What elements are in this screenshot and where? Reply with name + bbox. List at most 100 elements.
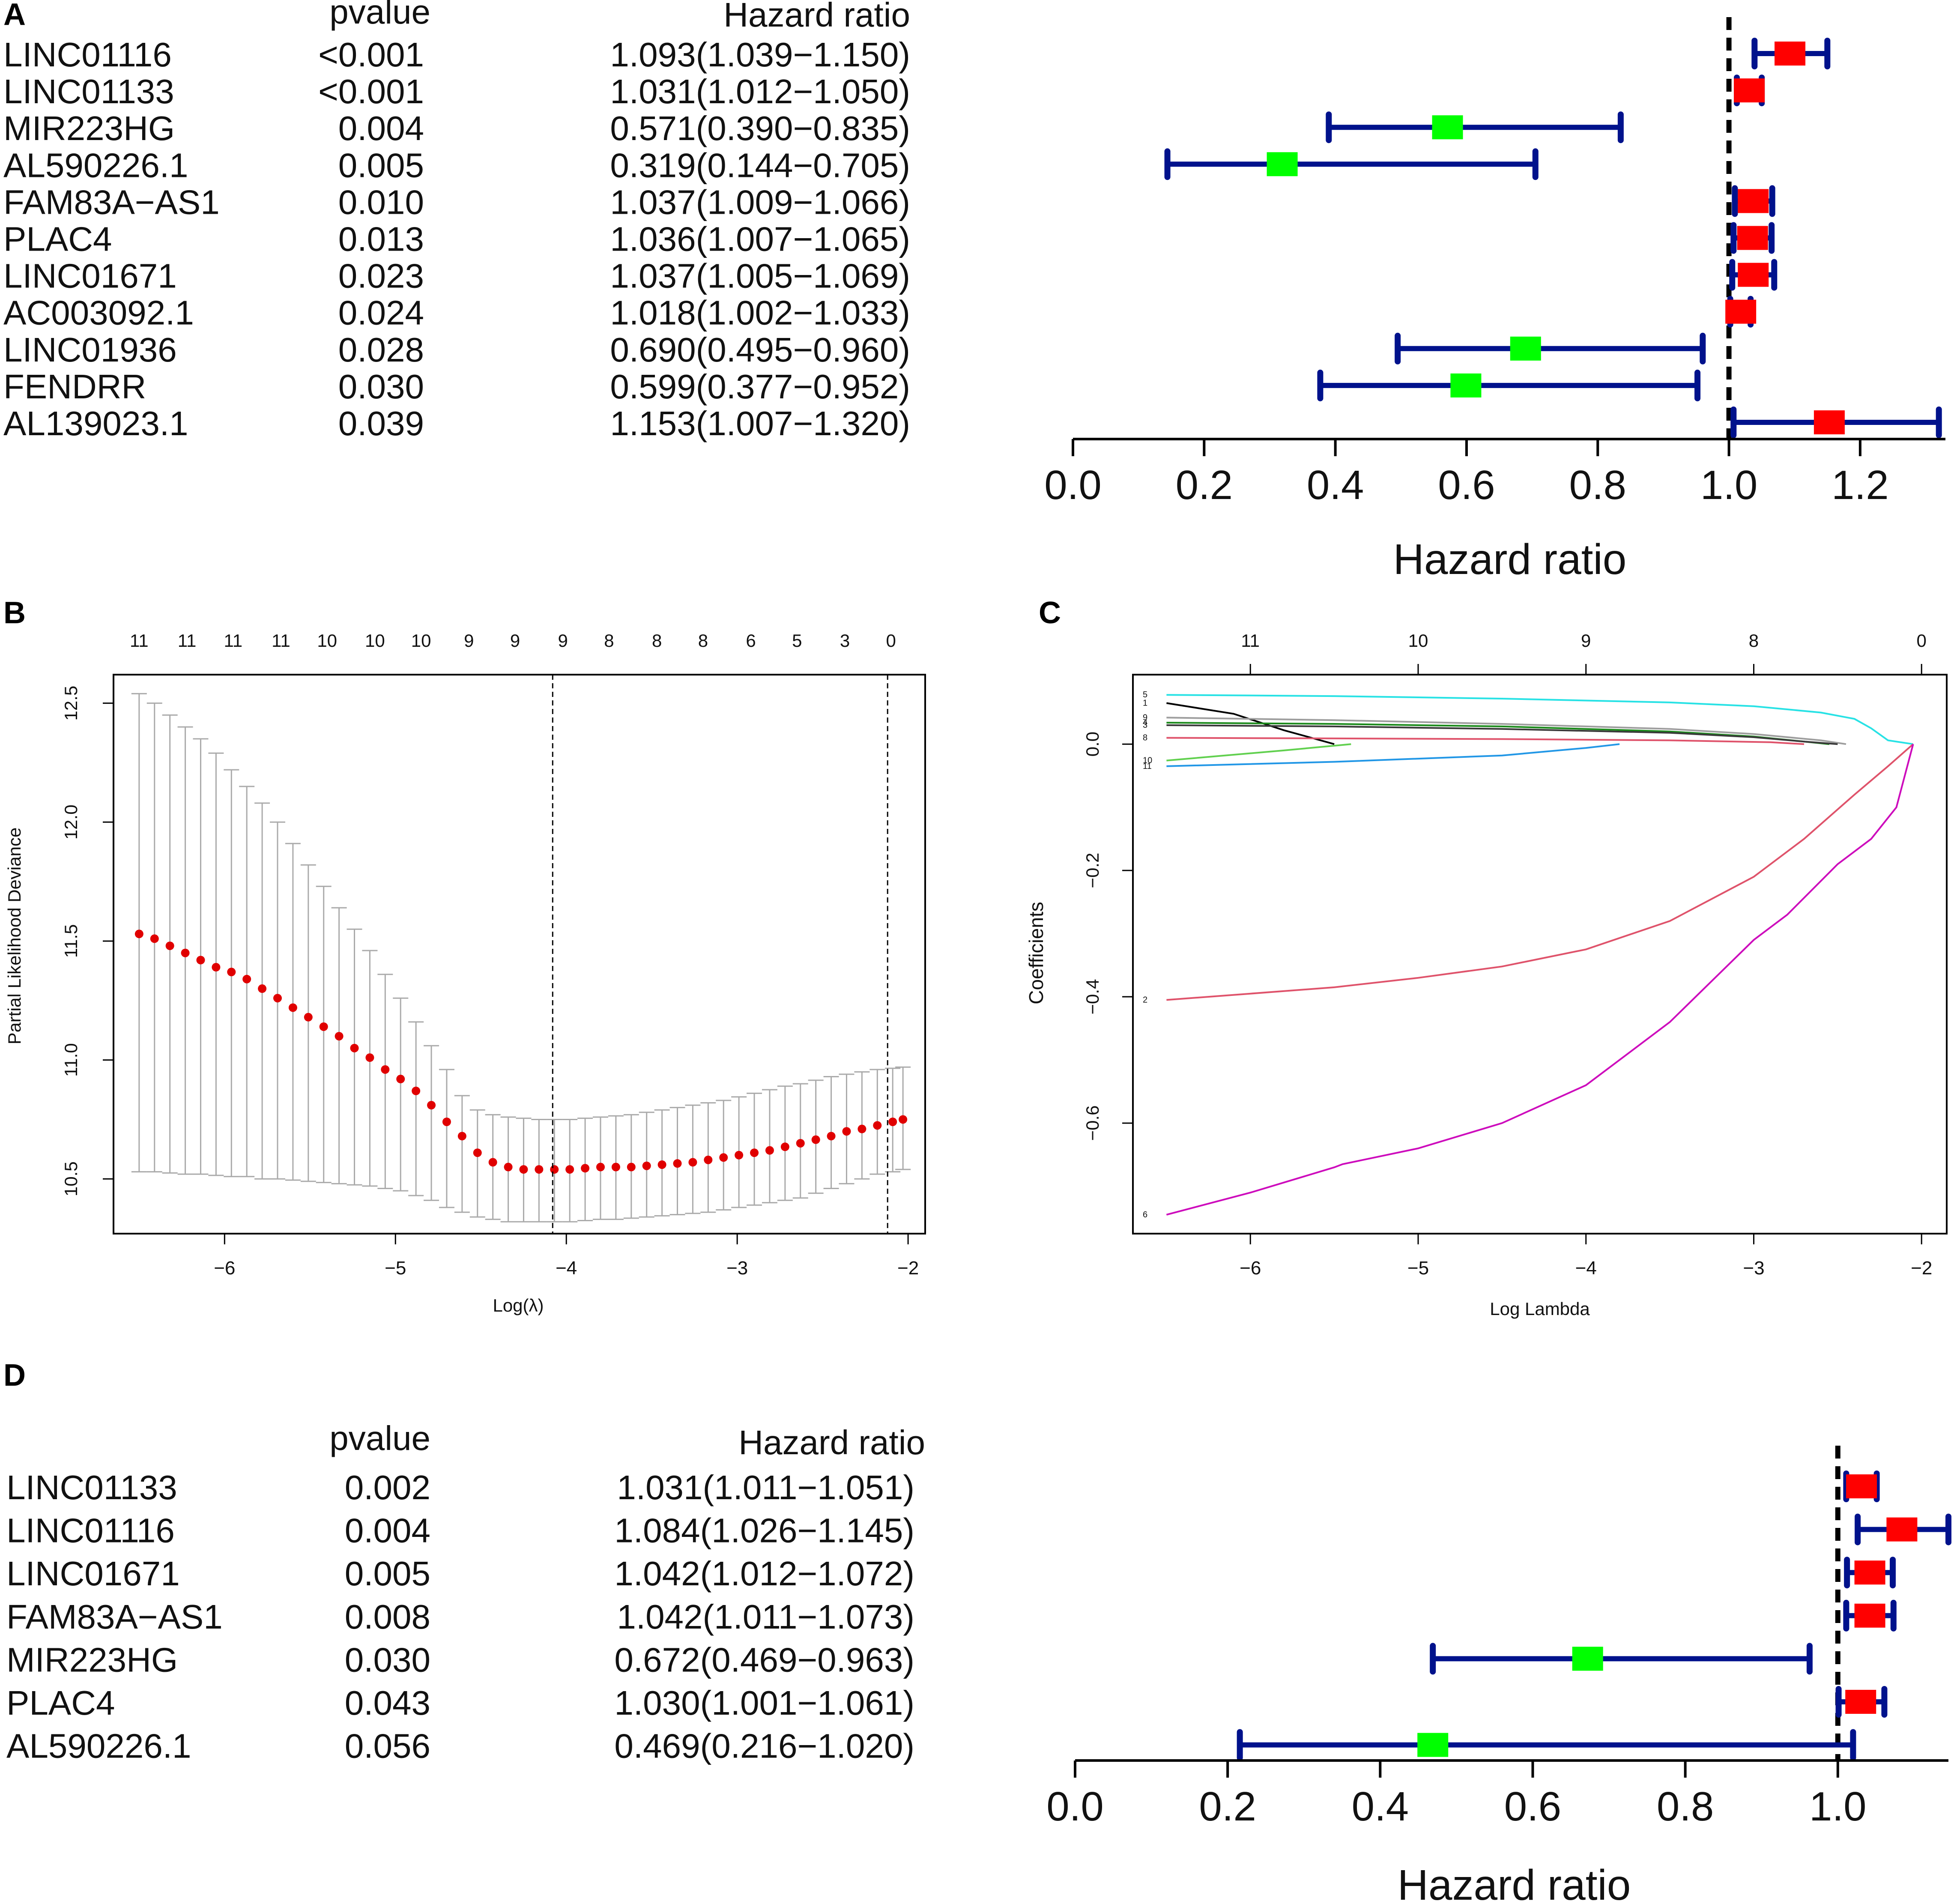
b-cv-point — [535, 1165, 544, 1174]
d-hr-box — [1845, 1690, 1876, 1714]
b-top-count-label: 11 — [178, 631, 197, 651]
b-top-count-label: 11 — [272, 631, 290, 651]
b-cv-point — [673, 1159, 682, 1168]
d-row-pvalue: 0.030 — [345, 1641, 430, 1679]
c-path-label: 5 — [1143, 690, 1147, 699]
c-top-count-label: 9 — [1581, 631, 1591, 651]
a-hr-box — [1814, 410, 1845, 434]
c-top-count-label: 10 — [1408, 631, 1428, 651]
a-hr-box — [1775, 42, 1806, 66]
b-x-tick-label: −3 — [726, 1258, 748, 1279]
c-y-tick-label: 0.0 — [1082, 732, 1102, 756]
a-x-tick-label: 1.0 — [1700, 462, 1757, 508]
c-path-label: 10 — [1143, 756, 1152, 765]
b-cv-point — [899, 1115, 908, 1124]
b-cv-point — [857, 1124, 866, 1133]
d-hr-box — [1854, 1560, 1885, 1585]
a-hr-box — [1267, 152, 1298, 176]
d-row-gene-label: LINC01133 — [6, 1468, 177, 1506]
panel-a-letter: A — [3, 0, 26, 32]
a-hr-box — [1738, 189, 1769, 213]
a-row-hr-text: 0.319(0.144−0.705) — [610, 146, 910, 184]
d-hr-box — [1572, 1647, 1603, 1671]
b-cv-point — [888, 1118, 897, 1126]
a-row-hr-text: 1.018(1.002−1.033) — [610, 294, 910, 332]
a-row-gene-label: LINC01116 — [3, 36, 172, 74]
a-row-hr-text: 1.036(1.007−1.065) — [610, 220, 910, 258]
c-top-count-label: 8 — [1749, 631, 1759, 651]
d-row-pvalue: 0.008 — [345, 1598, 430, 1636]
d-x-tick-label: 0.8 — [1657, 1784, 1714, 1829]
b-cv-point — [750, 1148, 759, 1157]
c-coef-path-1 — [1166, 702, 1335, 745]
b-cv-point — [704, 1155, 713, 1164]
c-y-tick-label: −0.4 — [1082, 979, 1102, 1015]
c-top-count-label: 11 — [1241, 631, 1260, 651]
d-x-tick-label: 0.0 — [1046, 1784, 1103, 1829]
a-x-tick-label: 0.0 — [1044, 462, 1101, 508]
a-row-hr-text: 0.599(0.377−0.952) — [610, 368, 910, 406]
b-top-count-label: 9 — [558, 631, 568, 651]
a-row-gene-label: AL590226.1 — [3, 146, 188, 184]
a-row-pvalue: 0.004 — [338, 109, 424, 147]
panel-b-y-axis-title: Partial Likelihood Deviance — [4, 828, 24, 1045]
a-row-pvalue: <0.001 — [318, 36, 424, 74]
a-row-gene-label: LINC01133 — [3, 72, 174, 111]
b-cv-point — [304, 1013, 313, 1022]
b-cv-point — [181, 948, 190, 957]
d-row-hr-text: 1.042(1.011−1.073) — [617, 1598, 914, 1636]
d-row-hr-text: 1.031(1.011−1.051) — [617, 1468, 914, 1506]
b-x-tick-label: −4 — [556, 1258, 577, 1279]
b-top-count-label: 10 — [365, 631, 385, 651]
a-row-hr-text: 1.153(1.007−1.320) — [610, 404, 910, 442]
b-top-count-label: 11 — [224, 631, 242, 651]
a-x-tick-label: 0.8 — [1569, 462, 1626, 508]
panel-a-table: LINC01116 <0.001 1.093(1.039−1.150) LINC011… — [3, 36, 910, 442]
d-row-hr-text: 1.030(1.001−1.061) — [614, 1684, 914, 1722]
panel-b-cv-plot: −6 −5 −4 −3 −2 10.5 11.0 11.5 12.0 12.5 11 11 11 11 10… — [4, 631, 926, 1315]
d-row-pvalue: 0.005 — [345, 1554, 430, 1593]
a-row-gene-label: LINC01671 — [3, 257, 177, 295]
c-x-tick-label: −4 — [1575, 1258, 1597, 1279]
b-cv-point — [735, 1151, 744, 1160]
b-top-count-label: 9 — [464, 631, 474, 651]
b-cv-point — [150, 934, 159, 943]
c-coef-path-8 — [1166, 737, 1805, 745]
a-row-hr-text: 1.037(1.009−1.066) — [610, 183, 910, 221]
d-row-gene-label: LINC01671 — [6, 1554, 180, 1593]
b-top-count-label: 10 — [411, 631, 431, 651]
c-y-tick-label: −0.2 — [1082, 853, 1102, 888]
a-hr-box — [1734, 78, 1765, 103]
b-y-tick-label: 11.5 — [61, 924, 81, 958]
b-top-count-label: 0 — [886, 631, 896, 651]
b-cv-point — [473, 1148, 482, 1157]
b-cv-point — [827, 1132, 836, 1141]
a-hr-box — [1737, 226, 1768, 250]
panel-d-hr-header: Hazard ratio — [738, 1423, 925, 1462]
panel-d-forest-plot: pvalue Hazard ratio LINC01133 0.002 1.031(… — [6, 1419, 1951, 1904]
a-hr-box — [1450, 373, 1482, 398]
panel-c-letter: C — [1039, 596, 1061, 630]
b-cv-point — [765, 1146, 774, 1155]
b-cv-point — [565, 1165, 574, 1174]
a-x-tick-label: 0.2 — [1176, 462, 1233, 508]
d-row-pvalue: 0.002 — [345, 1468, 430, 1506]
c-path-label: 9 — [1143, 713, 1147, 722]
b-cv-point — [627, 1163, 636, 1172]
a-hr-box — [1510, 336, 1541, 361]
b-cv-point — [165, 942, 174, 951]
b-cv-point — [442, 1118, 451, 1126]
c-path-label: 6 — [1143, 1210, 1147, 1220]
a-row-gene-label: AC003092.1 — [3, 294, 194, 332]
panel-b-letter: B — [3, 596, 26, 630]
b-cv-point — [596, 1163, 605, 1172]
b-cv-point — [227, 968, 236, 977]
b-top-count-label: 8 — [698, 631, 708, 651]
panel-b-plot-frame — [113, 674, 926, 1234]
panel-c-y-axis-title: Coefficients — [1025, 902, 1047, 1004]
b-cv-point — [196, 956, 205, 965]
a-row-hr-text: 1.031(1.012−1.050) — [610, 72, 910, 111]
a-row-pvalue: 0.005 — [338, 146, 424, 184]
